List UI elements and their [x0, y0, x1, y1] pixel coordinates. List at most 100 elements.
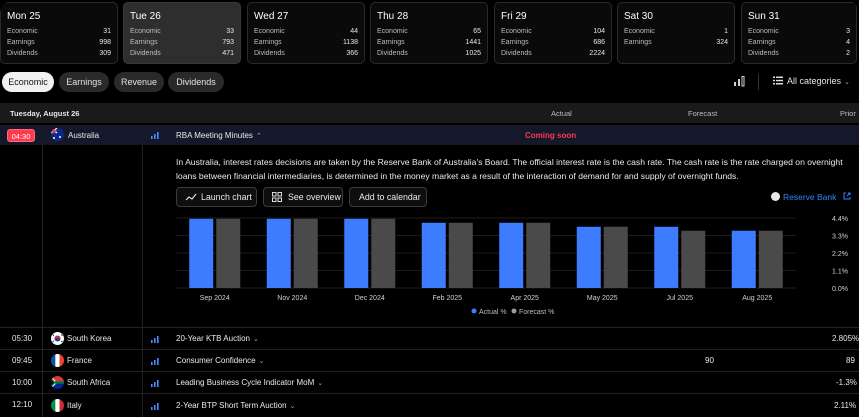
- event-row-expanded[interactable]: 04:30 Australia RBA Meeting Minutes ⌃ Com…: [0, 125, 859, 145]
- forecast-value: 90: [705, 356, 714, 365]
- source-link[interactable]: Reserve Bank: [771, 192, 851, 202]
- y-tick-label: 2.2%: [832, 251, 848, 258]
- event-title[interactable]: Consumer Confidence ⌄: [176, 356, 264, 365]
- event-time: 10:00: [12, 378, 33, 387]
- actual-column-header: Actual: [551, 109, 572, 118]
- economic-label: Economic: [377, 28, 408, 35]
- filter-economic[interactable]: Economic: [2, 72, 54, 92]
- prior-value: 2.805%: [832, 334, 859, 343]
- source-label: Reserve Bank: [783, 192, 837, 202]
- economic-label: Economic: [748, 28, 779, 35]
- economic-count: 1: [724, 28, 728, 35]
- earnings-label: Earnings: [501, 39, 529, 46]
- australia-flag-icon: [51, 128, 64, 141]
- x-tick-label: Jul 2025: [667, 295, 694, 302]
- bar-actual: [731, 230, 756, 288]
- legend-marker: [471, 308, 477, 314]
- legend-label: Forecast %: [519, 309, 554, 316]
- importance-icon: [151, 132, 159, 139]
- earnings-label: Earnings: [7, 39, 35, 46]
- add-to-calendar-button[interactable]: Add to calendar: [349, 187, 427, 207]
- categories-dropdown[interactable]: All categories ⌄: [773, 76, 850, 88]
- chart-view-icon[interactable]: [733, 76, 745, 87]
- x-tick-label: Apr 2025: [511, 295, 540, 302]
- trend-line-icon: [185, 193, 197, 201]
- day-name: Tue 26: [130, 11, 161, 22]
- table-row[interactable]: 12:10 Italy 2-Year BTP Short Term Auctio…: [0, 393, 859, 417]
- date-heading: Tuesday, August 26: [10, 109, 80, 118]
- economic-count: 104: [593, 28, 605, 35]
- dividends-label: Dividends: [130, 50, 161, 57]
- dividends-count: 1025: [465, 50, 481, 57]
- event-title[interactable]: Leading Business Cycle Indicator MoM ⌄: [176, 378, 323, 387]
- importance-icon: [151, 403, 159, 410]
- bar-actual: [189, 218, 214, 288]
- event-country: Australia: [68, 131, 100, 140]
- italy-flag-icon: [51, 399, 64, 412]
- list-icon: [773, 76, 783, 85]
- day-card-mon[interactable]: Mon 25 Economic 31 Earnings 998 Dividends 3…: [0, 2, 118, 64]
- legend-label: Actual %: [479, 309, 507, 316]
- event-country: France: [67, 356, 92, 365]
- legend-marker: [511, 308, 517, 314]
- x-tick-label: Aug 2025: [742, 295, 772, 302]
- launch-chart-button[interactable]: Launch chart: [176, 187, 257, 207]
- reserve-bank-logo-icon: [771, 192, 780, 201]
- day-card-sat[interactable]: Sat 30 Economic 1 Earnings 324: [617, 2, 735, 64]
- x-tick-label: Feb 2025: [432, 295, 462, 302]
- table-row[interactable]: 10:00 South Africa Leading Business Cycl…: [0, 371, 859, 393]
- add-to-calendar-label: Add to calendar: [359, 192, 421, 202]
- bar-actual: [266, 218, 291, 288]
- event-country: Italy: [67, 401, 82, 410]
- prior-value: 89: [846, 356, 855, 365]
- day-name: Fri 29: [501, 11, 527, 22]
- event-time: 12:10: [12, 400, 33, 409]
- column-divider: [142, 125, 143, 417]
- event-title[interactable]: 20-Year KTB Auction ⌄: [176, 334, 259, 343]
- table-row[interactable]: 05:30 South Korea 20-Year KTB Auction ⌄ 2…: [0, 327, 859, 349]
- day-cards: Mon 25 Economic 31 Earnings 998 Dividends 3…: [0, 2, 859, 64]
- bar-forecast: [216, 218, 241, 288]
- filter-earnings[interactable]: Earnings: [59, 72, 109, 92]
- dividends-label: Dividends: [254, 50, 285, 57]
- filter-dividends[interactable]: Dividends: [168, 72, 224, 92]
- day-card-fri[interactable]: Fri 29 Economic 104 Earnings 686 Dividends…: [494, 2, 612, 64]
- grid-icon: [272, 192, 282, 202]
- earnings-count: 998: [99, 39, 111, 46]
- event-title-text: 2-Year BTP Short Term Auction: [176, 401, 287, 410]
- chevron-down-icon: ⌄: [258, 358, 265, 365]
- day-card-sun[interactable]: Sun 31 Economic 3 Earnings 4 Dividends 2: [741, 2, 857, 64]
- y-tick-label: 3.3%: [832, 234, 848, 241]
- earnings-label: Earnings: [254, 39, 282, 46]
- earnings-count: 1441: [465, 39, 481, 46]
- filter-revenue[interactable]: Revenue: [114, 72, 164, 92]
- bar-forecast: [526, 222, 551, 288]
- bar-forecast: [758, 230, 783, 288]
- prior-value: 2.11%: [834, 401, 857, 410]
- prior-column-header: Prior: [840, 109, 856, 118]
- bar-forecast: [681, 230, 706, 288]
- event-time: 09:45: [12, 356, 33, 365]
- event-title[interactable]: RBA Meeting Minutes ⌃: [176, 131, 262, 140]
- event-country: South Africa: [67, 378, 111, 387]
- economic-count: 33: [226, 28, 234, 35]
- day-card-thu[interactable]: Thu 28 Economic 65 Earnings 1441 Dividends…: [370, 2, 488, 64]
- economic-label: Economic: [501, 28, 532, 35]
- bar-forecast: [448, 222, 473, 288]
- event-title[interactable]: 2-Year BTP Short Term Auction ⌄: [176, 401, 295, 410]
- bar-actual: [344, 218, 369, 288]
- day-card-tue[interactable]: Tue 26 Economic 33 Earnings 793 Dividends 4…: [123, 2, 241, 64]
- see-overview-button[interactable]: See overview: [263, 187, 343, 207]
- dividends-label: Dividends: [377, 50, 408, 57]
- table-row[interactable]: 09:45 France Consumer Confidence ⌄ 90 89: [0, 349, 859, 371]
- event-title-text: 20-Year KTB Auction: [176, 334, 250, 343]
- forecast-column-header: Forecast: [688, 109, 718, 118]
- day-card-wed[interactable]: Wed 27 Economic 44 Earnings 1138 Dividends…: [247, 2, 365, 64]
- economic-count: 3: [846, 28, 850, 35]
- y-tick-label: 0.0%: [832, 286, 848, 293]
- column-divider: [42, 125, 43, 417]
- south-africa-flag-icon: [51, 376, 64, 389]
- dividends-label: Dividends: [501, 50, 532, 57]
- bar-forecast: [293, 218, 318, 288]
- earnings-count: 793: [222, 39, 234, 46]
